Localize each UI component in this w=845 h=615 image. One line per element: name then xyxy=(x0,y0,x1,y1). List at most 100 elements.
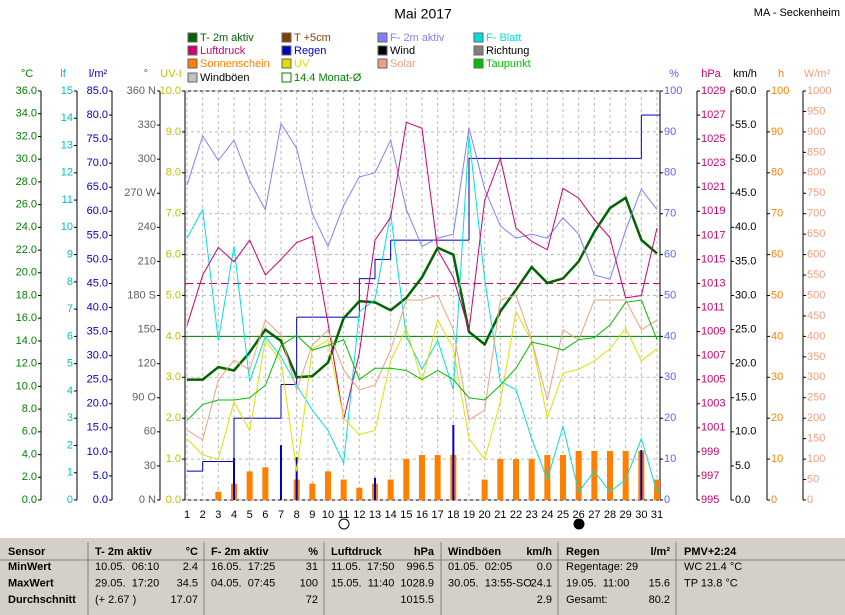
table-cell: MaxWert xyxy=(8,577,54,589)
line xyxy=(186,299,658,421)
legend-swatch xyxy=(377,45,388,56)
y-tick-label: 13 xyxy=(61,139,73,151)
y-tick-label: 7.0 xyxy=(166,208,181,220)
y-tick-label: 150 xyxy=(807,433,825,445)
y-tick-label: 30 xyxy=(664,371,676,383)
y-tick-label: 18.0 xyxy=(16,289,37,301)
y-tick-label: 700 xyxy=(807,208,825,220)
y-tick-label: 50 xyxy=(807,473,819,485)
table-cell: Regentage: 29 xyxy=(566,561,638,573)
bar xyxy=(513,459,519,500)
y-tick-label: 0 xyxy=(664,494,670,506)
y-tick-label: 60 xyxy=(664,249,676,261)
legend-swatch xyxy=(187,32,198,43)
y-tick-label: 4.0 xyxy=(166,330,181,342)
y-tick-label: 997 xyxy=(701,470,719,482)
table-cell: 1028.9 xyxy=(400,577,434,589)
axis-unit: lf xyxy=(60,68,66,80)
table-cell: 34.5 xyxy=(177,577,198,589)
y-tick-label: 600 xyxy=(807,249,825,261)
y-tick-label: 550 xyxy=(807,269,825,281)
x-tick-label: 15 xyxy=(400,509,412,521)
y-tick-label: 12.0 xyxy=(16,358,37,370)
y-tick-label: 3 xyxy=(67,412,73,424)
legend-label: T +5cm xyxy=(294,32,331,44)
y-tick-label: 70 xyxy=(771,208,783,220)
bar xyxy=(356,487,363,500)
y-tick-label: 75.0 xyxy=(87,133,108,145)
table-header: Regen xyxy=(566,546,600,558)
axis-unit: hPa xyxy=(701,68,721,80)
table-header: l/m² xyxy=(650,546,670,558)
table-cell: 31 xyxy=(306,561,318,573)
table-cell: 72 xyxy=(306,594,318,606)
bar xyxy=(309,483,316,500)
table-cell: 1015.5 xyxy=(400,594,434,606)
y-tick-label: 995 xyxy=(701,494,719,506)
line xyxy=(186,122,658,280)
y-tick-label: 80 xyxy=(771,167,783,179)
y-tick-label: 750 xyxy=(807,187,825,199)
y-tick-label: 300 xyxy=(138,153,156,165)
x-tick-label: 25 xyxy=(557,509,569,521)
y-tick-label: 34.0 xyxy=(16,108,37,120)
y-tick-label: 6 xyxy=(67,330,73,342)
legend-label: Taupunkt xyxy=(486,58,531,70)
table-header: km/h xyxy=(526,546,552,558)
table-cell: 100 xyxy=(300,577,318,589)
table-header: Sensor xyxy=(8,546,46,558)
legend-swatch xyxy=(187,45,198,56)
y-tick-label: 1023 xyxy=(701,157,725,169)
y-tick-label: 0 xyxy=(807,494,813,506)
y-tick-label: 85.0 xyxy=(87,85,108,97)
x-tick-label: 18 xyxy=(447,509,459,521)
x-tick-label: 11 xyxy=(338,509,349,521)
legend-swatch xyxy=(187,58,198,69)
y-tick-label: 180 S xyxy=(127,289,156,301)
y-tick-label: 25.0 xyxy=(87,374,108,386)
y-tick-label: 15.0 xyxy=(735,392,756,404)
y-tick-label: 1011 xyxy=(701,301,725,313)
y-tick-label: 3.0 xyxy=(166,371,181,383)
y-tick-label: 7 xyxy=(67,303,73,315)
legend-swatch xyxy=(473,32,484,43)
y-tick-label: 1027 xyxy=(701,109,725,121)
y-tick-label: 100 xyxy=(664,85,682,97)
table-cell: 29.05. 17:20 xyxy=(95,577,159,589)
x-tick-label: 12 xyxy=(353,509,365,521)
bar xyxy=(560,455,566,500)
y-tick-label: 10.0 xyxy=(87,446,108,458)
bar xyxy=(434,455,441,500)
y-tick-label: 50 xyxy=(664,289,676,301)
bar xyxy=(325,471,331,500)
y-tick-label: 26.0 xyxy=(16,199,37,211)
y-tick-label: 1025 xyxy=(701,133,725,145)
y-tick-label: 1017 xyxy=(701,229,725,241)
y-tick-label: 650 xyxy=(807,228,825,240)
y-tick-label: 0.0 xyxy=(166,494,181,506)
y-tick-label: 1005 xyxy=(701,374,725,386)
y-tick-label: 60 xyxy=(144,426,156,438)
y-tick-label: 1019 xyxy=(701,205,725,217)
bar xyxy=(481,479,488,500)
bar xyxy=(607,450,613,500)
y-tick-label: 50.0 xyxy=(735,153,756,165)
y-tick-label: 16.0 xyxy=(16,312,37,324)
y-tick-label: 32.0 xyxy=(16,130,37,142)
y-tick-label: 8.0 xyxy=(166,167,181,179)
table-header: T- 2m aktiv xyxy=(95,546,153,558)
bar xyxy=(528,459,535,500)
legend-swatch xyxy=(473,45,484,56)
new-moon xyxy=(573,518,585,530)
line xyxy=(187,195,658,381)
y-tick-label: 35.0 xyxy=(87,325,108,337)
y-tick-label: 10 xyxy=(664,453,676,465)
legend-label: F- 2m aktiv xyxy=(390,32,445,44)
y-tick-label: 8.0 xyxy=(22,403,37,415)
rain-bar xyxy=(374,477,376,500)
chart-title: Mai 2017 xyxy=(394,6,452,22)
y-tick-label: 30.0 xyxy=(87,350,108,362)
y-tick-label: 0 xyxy=(67,494,73,506)
table-cell: 2.9 xyxy=(537,594,552,606)
